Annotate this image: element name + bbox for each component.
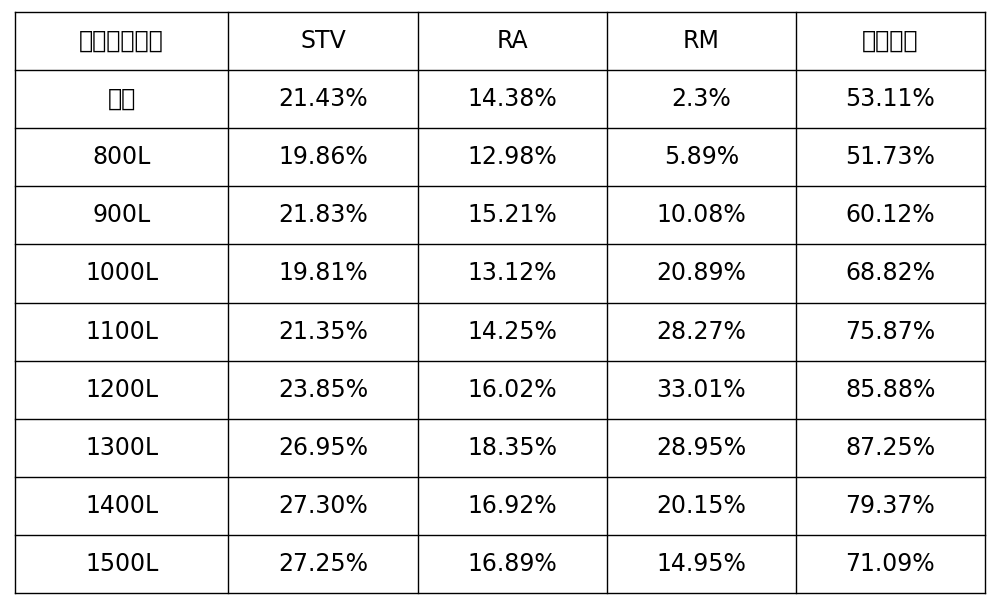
Text: 71.09%: 71.09%	[846, 552, 935, 576]
Text: 800L: 800L	[93, 145, 151, 169]
Text: 27.25%: 27.25%	[278, 552, 368, 576]
Text: 14.38%: 14.38%	[467, 87, 557, 111]
Text: 12.98%: 12.98%	[467, 145, 557, 169]
Text: 87.25%: 87.25%	[845, 436, 935, 460]
Text: 21.83%: 21.83%	[278, 203, 368, 227]
Text: 1000L: 1000L	[85, 261, 158, 286]
Text: 16.92%: 16.92%	[467, 494, 557, 518]
Text: 色谱分析对象: 色谱分析对象	[79, 29, 164, 53]
Text: 75.87%: 75.87%	[845, 319, 935, 344]
Text: 26.95%: 26.95%	[278, 436, 368, 460]
Text: 60.12%: 60.12%	[846, 203, 935, 227]
Text: 20.15%: 20.15%	[656, 494, 746, 518]
Text: 1400L: 1400L	[85, 494, 158, 518]
Text: 1100L: 1100L	[85, 319, 158, 344]
Text: 14.95%: 14.95%	[656, 552, 746, 576]
Text: 10.08%: 10.08%	[656, 203, 746, 227]
Text: 总甙含量: 总甙含量	[862, 29, 919, 53]
Text: 16.02%: 16.02%	[467, 378, 557, 402]
Text: 20.89%: 20.89%	[656, 261, 746, 286]
Text: 68.82%: 68.82%	[845, 261, 935, 286]
Text: 21.43%: 21.43%	[278, 87, 368, 111]
Text: 16.89%: 16.89%	[467, 552, 557, 576]
Text: 53.11%: 53.11%	[846, 87, 935, 111]
Text: 28.95%: 28.95%	[656, 436, 746, 460]
Text: 2.3%: 2.3%	[671, 87, 731, 111]
Text: 79.37%: 79.37%	[846, 494, 935, 518]
Text: RM: RM	[683, 29, 720, 53]
Text: 19.81%: 19.81%	[278, 261, 368, 286]
Text: 23.85%: 23.85%	[278, 378, 368, 402]
Text: 85.88%: 85.88%	[845, 378, 936, 402]
Text: 14.25%: 14.25%	[467, 319, 557, 344]
Text: STV: STV	[300, 29, 346, 53]
Text: 51.73%: 51.73%	[845, 145, 935, 169]
Text: 33.01%: 33.01%	[656, 378, 746, 402]
Text: 1200L: 1200L	[85, 378, 158, 402]
Text: 13.12%: 13.12%	[467, 261, 557, 286]
Text: 21.35%: 21.35%	[278, 319, 368, 344]
Text: 18.35%: 18.35%	[467, 436, 557, 460]
Text: 27.30%: 27.30%	[278, 494, 368, 518]
Text: RA: RA	[496, 29, 528, 53]
Text: 900L: 900L	[93, 203, 151, 227]
Text: 5.89%: 5.89%	[664, 145, 739, 169]
Text: 1300L: 1300L	[85, 436, 158, 460]
Text: 28.27%: 28.27%	[656, 319, 746, 344]
Text: 料液: 料液	[108, 87, 136, 111]
Text: 19.86%: 19.86%	[278, 145, 368, 169]
Text: 15.21%: 15.21%	[467, 203, 557, 227]
Text: 1500L: 1500L	[85, 552, 158, 576]
